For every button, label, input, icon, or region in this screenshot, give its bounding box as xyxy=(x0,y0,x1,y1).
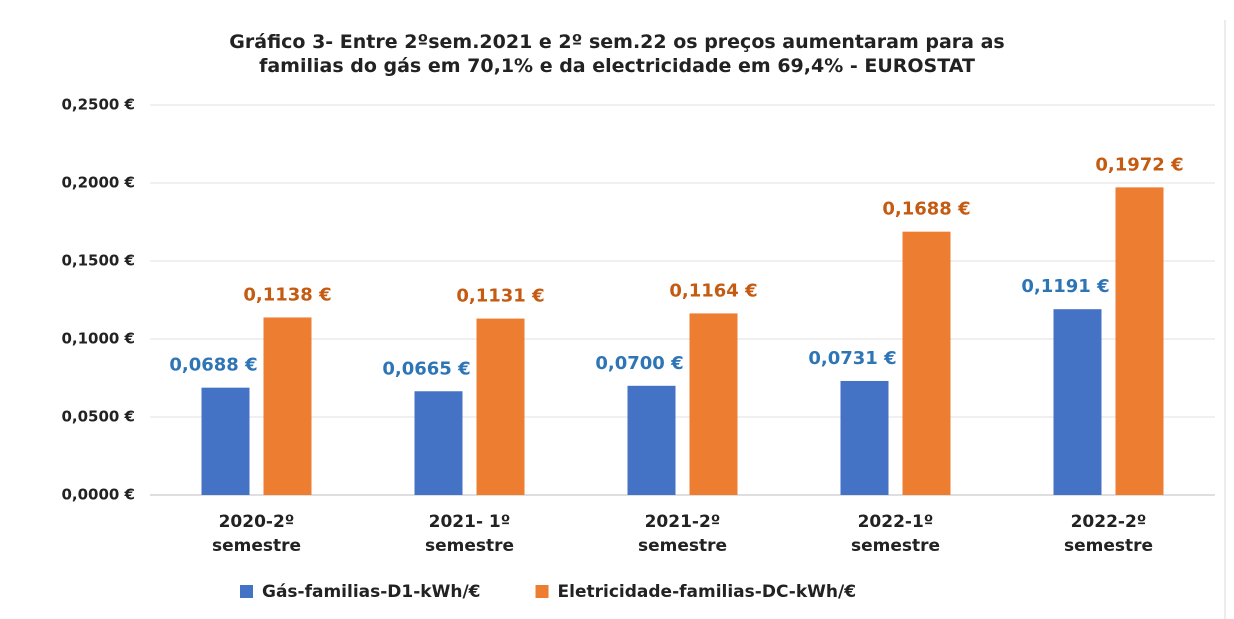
bar xyxy=(414,391,463,495)
value-label: 0,1972 € xyxy=(1095,154,1183,175)
x-tick-label: 2021- 1º semestre xyxy=(424,512,515,556)
chart-title: Gráfico 3- Entre 2ºsem.2021 e 2º sem.22 … xyxy=(229,31,1005,77)
x-tick-label: 2022-1º semestre xyxy=(850,512,941,556)
legend-swatch xyxy=(240,585,253,598)
value-label: 0,1164 € xyxy=(669,280,757,301)
x-tick-label: 2020-2º semestre xyxy=(211,512,302,556)
bar xyxy=(627,385,676,495)
y-tick-label: 0,1500 € xyxy=(61,252,135,270)
bar xyxy=(840,380,889,495)
y-tick-label: 0,1000 € xyxy=(61,330,135,348)
x-tick-label: 2021-2º semestre xyxy=(637,512,728,556)
y-tick-label: 0,0000 € xyxy=(61,486,135,504)
legend-label: Gás-familias-D1-kWh/€ xyxy=(262,582,481,602)
value-label: 0,0688 € xyxy=(169,355,257,376)
value-label: 0,0731 € xyxy=(808,348,896,369)
x-tick-label: 2022-2º semestre xyxy=(1063,512,1154,556)
bar xyxy=(476,318,525,495)
y-tick-label: 0,0500 € xyxy=(61,408,135,426)
value-label: 0,1191 € xyxy=(1021,276,1109,297)
bar xyxy=(1115,187,1164,496)
bar xyxy=(902,231,951,495)
legend-label: Eletricidade-familias-DC-kWh/€ xyxy=(558,582,857,602)
y-tick-label: 0,2500 € xyxy=(61,96,135,114)
bar xyxy=(201,387,250,495)
bar xyxy=(689,313,738,495)
bar xyxy=(1053,309,1102,495)
value-label: 0,1131 € xyxy=(456,286,544,307)
value-label: 0,0665 € xyxy=(382,358,470,379)
legend-swatch xyxy=(535,585,549,598)
bar xyxy=(263,317,312,495)
y-tick-label: 0,2000 € xyxy=(61,174,135,192)
value-label: 0,1138 € xyxy=(243,284,331,305)
value-label: 0,1688 € xyxy=(882,199,970,220)
value-label: 0,0700 € xyxy=(595,353,683,374)
